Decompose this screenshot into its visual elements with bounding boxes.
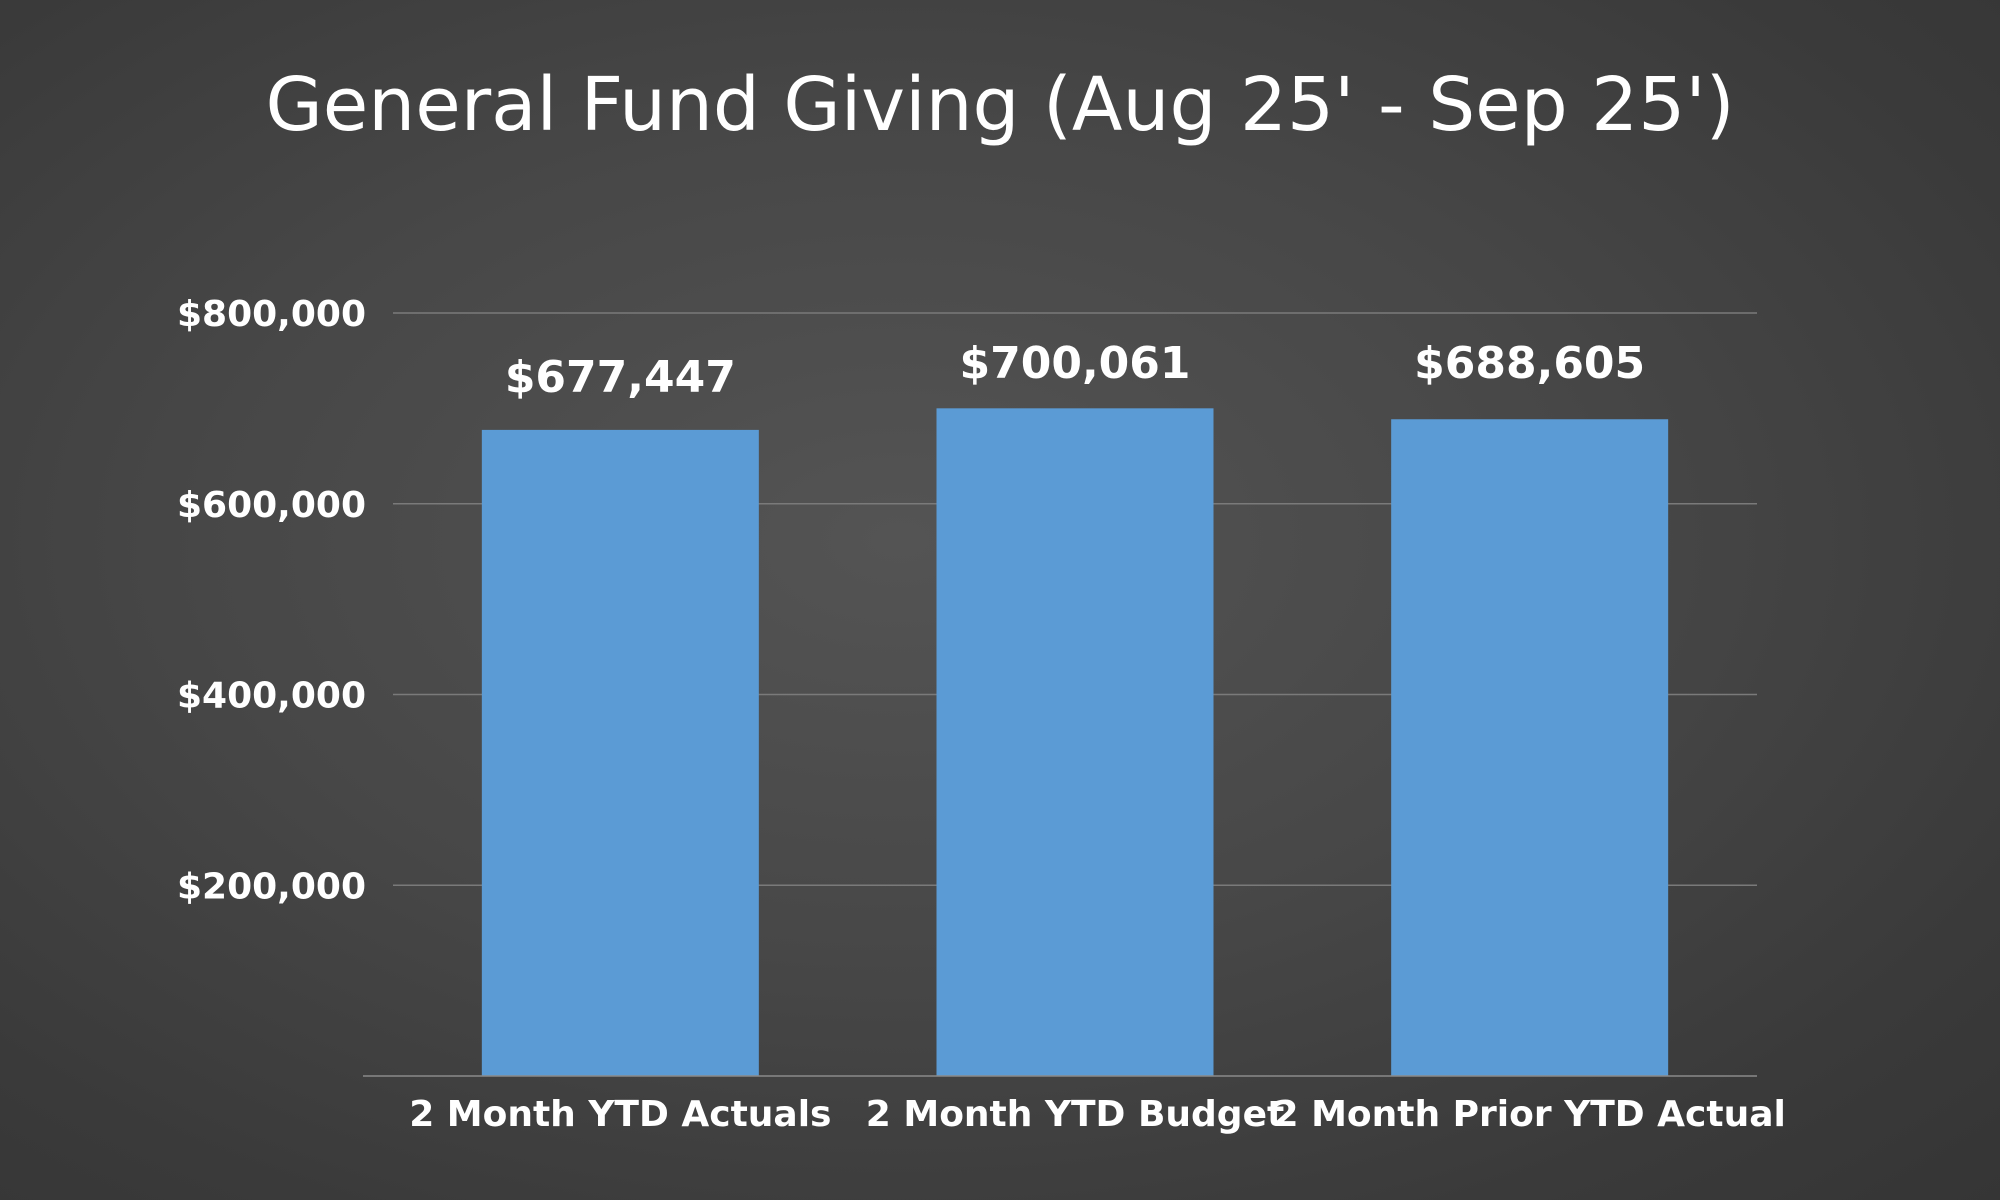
y-tick-label: $400,000 (177, 676, 366, 717)
bar (1391, 419, 1669, 1076)
bars (481, 408, 1669, 1077)
chart-title: General Fund Giving (Aug 25' - Sep 25') (265, 62, 1734, 148)
data-labels: $677,447 $700,061 $688,605 (505, 338, 1645, 403)
data-label: $677,447 (505, 352, 736, 403)
bar (481, 429, 759, 1077)
x-tick-label: 2 Month Prior YTD Actual (1273, 1094, 1785, 1135)
x-tick-label: 2 Month YTD Budget (866, 1094, 1284, 1135)
y-tick-label: $200,000 (177, 866, 366, 907)
bar (936, 408, 1214, 1076)
data-label: $688,605 (1414, 338, 1645, 389)
x-tick-label: 2 Month YTD Actuals (409, 1094, 831, 1135)
y-axis-tick-labels: $200,000 $400,000 $600,000 $800,000 (177, 294, 366, 907)
data-label: $700,061 (959, 338, 1190, 389)
y-tick-label: $600,000 (177, 485, 366, 526)
y-tick-label: $800,000 (177, 294, 366, 335)
